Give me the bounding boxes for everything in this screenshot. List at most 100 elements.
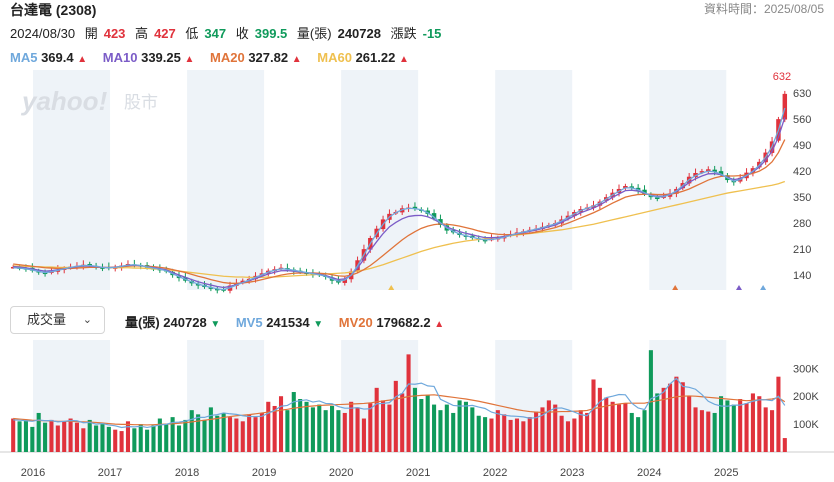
volume-bar: [11, 418, 16, 452]
y-tick-label: 200K: [793, 391, 819, 403]
close-label: 收: [235, 26, 249, 41]
volume-bar: [113, 429, 118, 452]
volume-bar: [368, 403, 373, 452]
volume-bar: [546, 400, 551, 452]
volume-bar: [578, 410, 583, 452]
volume-bar: [738, 399, 743, 452]
volume-bar: [317, 404, 322, 452]
event-marker: [388, 285, 395, 290]
volume-bar: [438, 410, 443, 452]
mv20-line: [13, 394, 786, 426]
x-tick-label: 2017: [98, 467, 122, 479]
volume-bar: [253, 417, 258, 452]
volume-bar: [81, 428, 86, 452]
volume-bar: [381, 400, 386, 452]
candle-body: [100, 267, 105, 269]
volume-bar: [285, 410, 290, 452]
x-tick-label: 2019: [252, 467, 276, 479]
volume-bar: [406, 354, 411, 452]
volume-value: 240728: [337, 26, 381, 41]
volume-bar: [693, 407, 698, 452]
quote-bar: 2024/08/30 開 423 高 427 低 347 收 399.5 量(張) 240…: [10, 23, 447, 42]
volume-bar: [489, 418, 494, 452]
candle-body: [655, 197, 660, 200]
volume-bar: [483, 417, 488, 452]
volume-bar: [36, 412, 41, 452]
volume-bar: [100, 424, 105, 452]
volume-bar: [699, 410, 704, 452]
ma60-legend: MA60 261.22 ▲: [317, 50, 409, 65]
indicator-select[interactable]: 成交量 ⌄: [10, 306, 105, 334]
y-tick-label: 420: [793, 166, 811, 178]
volume-bar: [744, 403, 749, 452]
volume-bar: [183, 419, 188, 452]
volume-bar: [457, 400, 462, 452]
volume-bar: [17, 421, 22, 452]
ma60-line: [13, 180, 786, 279]
volume-bar: [604, 397, 609, 452]
open-value: 423: [103, 26, 126, 41]
volume-bar: [667, 383, 673, 452]
volume-bar: [176, 425, 182, 452]
volume-bar: [74, 422, 79, 452]
volume-bar: [374, 387, 379, 452]
volume-chart[interactable]: 100K 200K 300K 2016 2017 2018 2019 2020 2021 2022…: [0, 340, 834, 482]
volume-bar: [202, 419, 207, 452]
down-triangle-icon: ▼: [313, 319, 324, 330]
low-label: 低: [185, 26, 199, 41]
volume-bar: [349, 401, 354, 452]
year-band: [495, 340, 573, 452]
candle-body: [42, 272, 48, 275]
volume-legend: 量(張) 240728 ▼ MV5 241534 ▼ MV20 179682.2…: [125, 312, 456, 331]
volume-bar: [712, 412, 717, 452]
volume-bar: [215, 415, 220, 452]
volume-label: 量(張): [296, 26, 332, 41]
y-tick-label: 280: [793, 218, 811, 230]
low-value: 347: [204, 26, 227, 41]
ma5-line: [13, 107, 786, 291]
x-tick-label: 2025: [714, 467, 738, 479]
volume-bar: [55, 425, 60, 452]
page-title: 台達電 (2308): [10, 2, 97, 18]
mv5-line: [13, 377, 786, 429]
candle-body: [782, 93, 788, 120]
candle-body: [629, 186, 634, 188]
volume-bar: [476, 415, 481, 452]
volume-bar: [330, 405, 335, 452]
volume-bar: [189, 410, 194, 452]
candle-body: [412, 206, 418, 210]
quote-date: 2024/08/30: [10, 26, 76, 41]
volume-bar: [610, 401, 615, 452]
volume-bar: [393, 380, 398, 452]
year-band: [341, 70, 419, 290]
volume-bar: [629, 412, 634, 452]
candle-body: [215, 288, 220, 291]
volume-bar: [495, 410, 500, 452]
volume-bar: [164, 424, 169, 452]
up-triangle-icon: ▲: [184, 54, 195, 65]
volume-bar: [719, 396, 724, 452]
change-value: -15: [422, 26, 442, 41]
volume-bar: [106, 426, 111, 452]
volume-bar: [355, 407, 360, 452]
volume-bar: [266, 401, 271, 452]
indicator-select-label: 成交量: [27, 312, 67, 327]
volume-bar: [451, 412, 456, 452]
year-band: [341, 340, 419, 452]
volume-bar: [43, 422, 48, 452]
volume-bar: [361, 418, 366, 452]
high-label: 高: [135, 26, 149, 41]
volume-bar: [553, 404, 558, 452]
volume-bar: [304, 401, 309, 452]
volume-bar: [674, 376, 679, 452]
x-tick-label: 2018: [175, 467, 199, 479]
change-label: 漲跌: [390, 26, 417, 41]
volume-bar: [757, 396, 762, 452]
volume-bar: [62, 421, 67, 452]
price-chart[interactable]: yahoo!股市14021028035042049056063063298.3: [0, 70, 834, 296]
volume-legend-qty: 量(張) 240728 ▼: [125, 315, 221, 330]
volume-bar: [30, 426, 35, 452]
volume-bar: [782, 438, 787, 452]
volume-bar: [655, 393, 660, 452]
y-tick-label: 300K: [793, 363, 819, 375]
